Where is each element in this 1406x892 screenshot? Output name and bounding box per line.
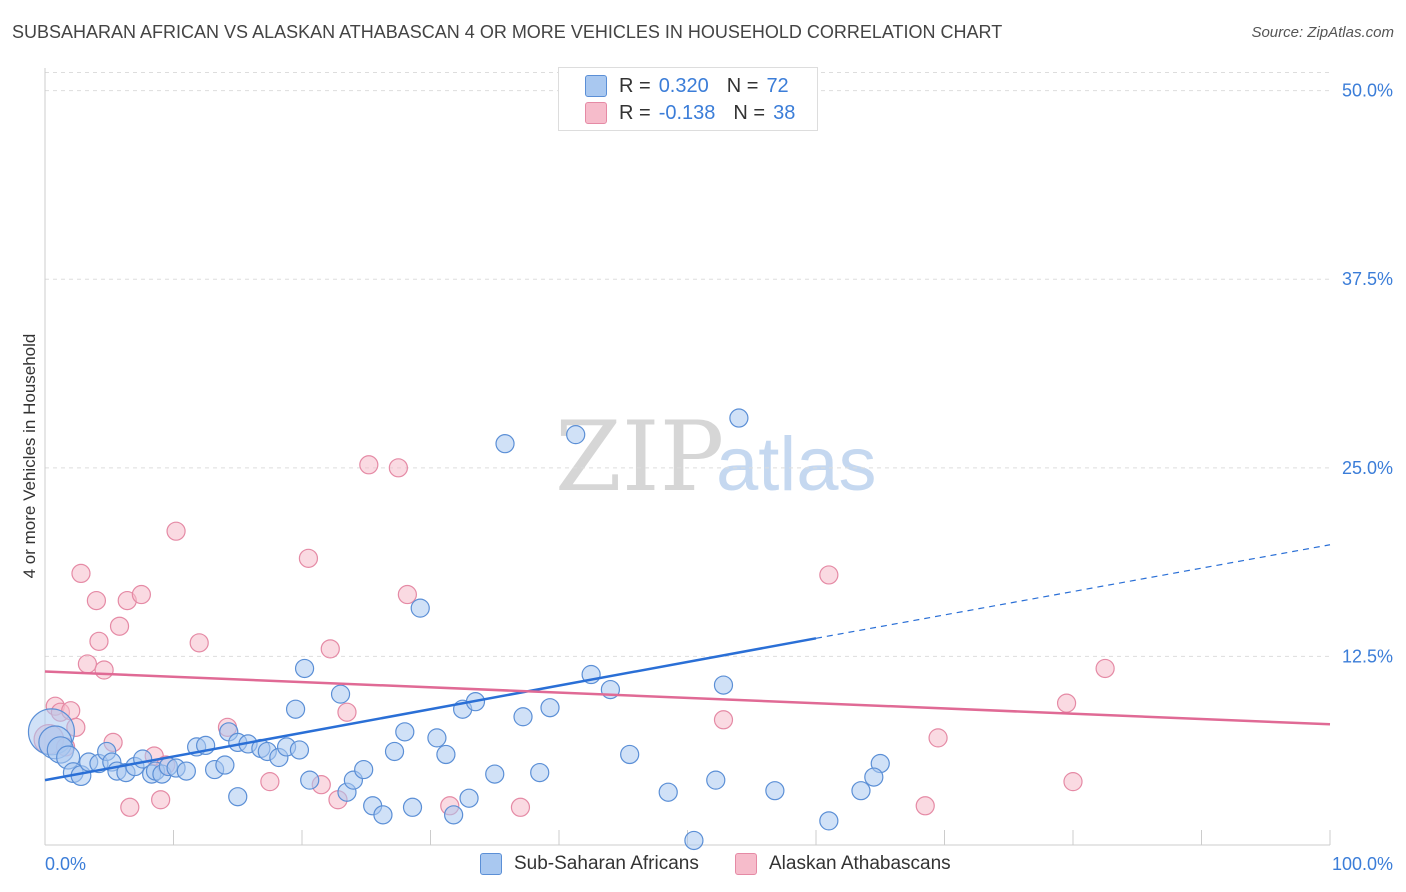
point-subsaharan <box>294 658 315 679</box>
point-subsaharan <box>658 782 678 802</box>
point-subsaharan <box>864 767 884 787</box>
point-athabascan <box>260 772 280 792</box>
point-subsaharan <box>729 408 749 428</box>
point-subsaharan <box>395 722 415 742</box>
point-subsaharan <box>384 741 405 762</box>
point-athabascan <box>86 590 107 611</box>
point-athabascan <box>151 790 171 810</box>
y-tick-label: 12.5% <box>1342 646 1393 666</box>
legend-label-subsaharan: Sub-Saharan Africans <box>514 853 699 874</box>
chart-title: SUBSAHARAN AFRICAN VS ALASKAN ATHABASCAN… <box>12 22 1003 42</box>
point-subsaharan <box>444 805 464 825</box>
point-athabascan <box>109 616 130 636</box>
point-athabascan <box>1095 658 1115 679</box>
stats-legend: R = 0.320 N = 72 R = -0.138 N = 38 <box>558 67 818 131</box>
legend-n-value: 38 <box>773 101 796 124</box>
point-subsaharan <box>176 761 196 781</box>
trendline-subsaharan-extension <box>815 544 1331 639</box>
point-subsaharan <box>620 744 640 765</box>
legend-swatch-blue <box>585 75 607 97</box>
point-subsaharan <box>530 762 550 783</box>
point-subsaharan <box>285 699 306 719</box>
point-subsaharan <box>765 781 785 801</box>
legend-label-athabascan: Alaskan Athabascans <box>769 853 951 874</box>
point-subsaharan <box>513 707 533 727</box>
point-subsaharan <box>495 434 515 454</box>
point-athabascan <box>928 728 948 748</box>
trendline-subsaharan <box>44 637 817 782</box>
point-subsaharan <box>402 797 423 817</box>
point-subsaharan <box>819 811 839 831</box>
point-subsaharan <box>410 598 430 618</box>
point-athabascan <box>94 660 114 680</box>
x-tick-label: 100.0% <box>1332 854 1393 874</box>
point-athabascan <box>713 710 734 730</box>
x-tick-label: 0.0% <box>45 854 86 874</box>
point-athabascan <box>359 455 379 475</box>
point-subsaharan <box>215 755 235 775</box>
point-subsaharan <box>300 770 320 790</box>
point-athabascan <box>320 639 340 659</box>
point-athabascan <box>510 797 531 817</box>
point-subsaharan <box>289 740 310 760</box>
point-subsaharan <box>354 759 374 780</box>
legend-n-value: 72 <box>766 74 789 97</box>
point-subsaharan <box>373 805 393 825</box>
legend-row-subsaharan: R = 0.320 N = 72 <box>585 74 807 98</box>
bottom-legend-subsaharan: Sub-Saharan Africans <box>480 851 699 877</box>
legend-r-label: R = <box>619 74 651 97</box>
point-subsaharan <box>427 728 447 748</box>
point-athabascan <box>819 565 839 585</box>
point-subsaharan <box>540 698 560 718</box>
point-subsaharan <box>330 684 351 704</box>
point-subsaharan <box>485 764 505 784</box>
point-athabascan <box>1063 772 1083 792</box>
point-athabascan <box>89 631 109 651</box>
legend-swatch-pink <box>735 853 757 875</box>
bottom-legend-athabascan: Alaskan Athabascans <box>735 851 951 877</box>
point-subsaharan <box>713 675 734 695</box>
legend-n-label: N = <box>726 74 759 97</box>
point-athabascan <box>120 797 140 817</box>
y-tick-label: 25.0% <box>1342 458 1393 478</box>
point-subsaharan <box>851 781 871 801</box>
point-athabascan <box>77 654 98 674</box>
point-subsaharan <box>684 830 704 851</box>
point-athabascan <box>166 521 186 541</box>
point-athabascan <box>1056 693 1077 713</box>
point-athabascan <box>71 563 91 584</box>
legend-r-label: R = <box>619 101 651 124</box>
source-label: Source: ZipAtlas.com <box>1251 24 1394 41</box>
legend-swatch-blue <box>480 853 502 875</box>
point-athabascan <box>337 702 357 722</box>
trendline-athabascan <box>44 670 1331 726</box>
point-subsaharan <box>228 787 248 807</box>
point-athabascan <box>397 584 417 605</box>
legend-swatch-pink <box>585 102 607 124</box>
legend-n-label: N = <box>733 101 766 124</box>
point-athabascan <box>131 584 151 605</box>
y-tick-label: 50.0% <box>1342 81 1393 101</box>
y-tick-label: 37.5% <box>1342 269 1393 289</box>
point-athabascan <box>189 633 209 653</box>
legend-r-value: 0.320 <box>658 74 709 97</box>
watermark-zip: ZIP <box>555 401 724 513</box>
point-subsaharan <box>459 788 479 808</box>
point-subsaharan <box>436 744 456 765</box>
legend-row-athabascan: R = -0.138 N = 38 <box>585 101 813 125</box>
point-subsaharan <box>706 770 726 790</box>
legend-r-value: -0.138 <box>658 101 716 124</box>
point-subsaharan <box>566 425 586 445</box>
watermark-atlas: atlas <box>716 422 877 507</box>
point-athabascan <box>388 458 408 478</box>
point-athabascan <box>298 548 319 568</box>
point-athabascan <box>915 796 935 816</box>
